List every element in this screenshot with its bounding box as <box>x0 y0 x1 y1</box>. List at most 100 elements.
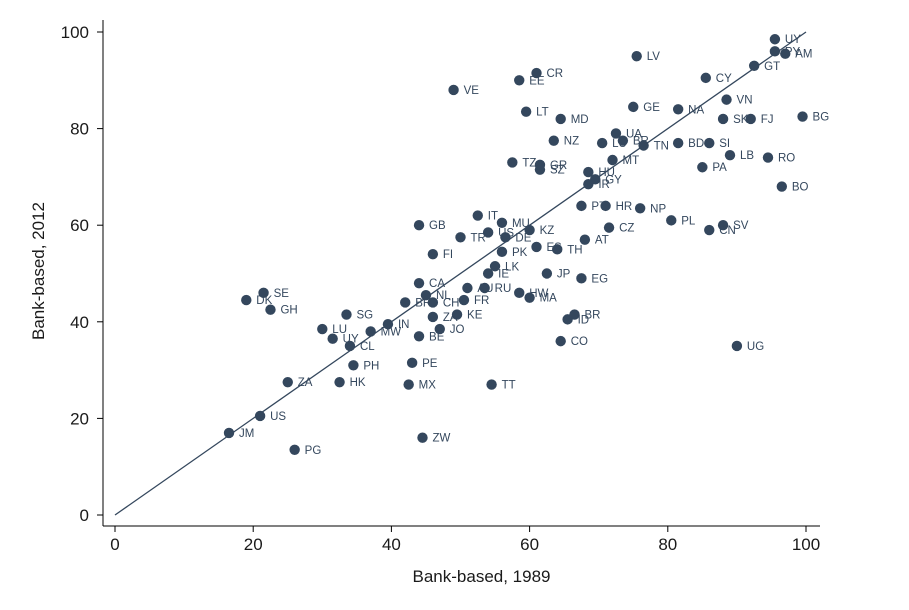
data-point <box>327 333 338 344</box>
point-label: SK <box>733 114 749 126</box>
data-point <box>583 166 594 178</box>
data-point <box>717 220 729 231</box>
point-label: LV <box>647 51 661 63</box>
point-label: SZ <box>550 165 565 177</box>
data-point <box>282 376 293 388</box>
data-point <box>634 203 646 214</box>
data-point <box>420 290 432 301</box>
data-point <box>600 200 611 212</box>
x-tick-label: 100 <box>792 535 820 554</box>
data-point <box>223 427 235 439</box>
data-point <box>448 84 459 96</box>
data-point <box>427 248 439 260</box>
point-label: CZ <box>619 223 634 235</box>
point-label: UY <box>785 34 801 46</box>
data-point <box>531 67 542 79</box>
point-label: BR <box>585 310 601 322</box>
x-tick-label: 0 <box>110 535 119 554</box>
point-label: MA <box>540 293 558 305</box>
data-point <box>780 48 791 59</box>
point-label: BO <box>792 182 809 194</box>
data-point <box>583 178 594 190</box>
data-point <box>762 152 774 163</box>
scatter-points: UYPYAMGTLVCREEVECYVNGENALTMDSKFJBGUANZLU… <box>223 34 829 457</box>
data-point <box>406 357 418 369</box>
point-label: IR <box>598 179 610 191</box>
point-label: LU <box>332 324 347 336</box>
point-label: CA <box>429 278 445 290</box>
point-label: FR <box>474 295 489 307</box>
point-label: IE <box>498 269 509 281</box>
point-label: TH <box>567 244 582 256</box>
data-point <box>482 268 494 279</box>
point-label: SE <box>274 288 290 300</box>
data-point <box>541 268 553 279</box>
point-label: JP <box>557 269 571 281</box>
data-point <box>254 410 266 422</box>
data-point <box>479 282 490 294</box>
point-label: EG <box>591 273 608 285</box>
data-point <box>776 181 788 192</box>
data-point <box>555 335 566 347</box>
data-point <box>534 164 546 175</box>
point-label: PH <box>363 360 379 372</box>
data-point <box>462 282 473 294</box>
y-tick-label: 20 <box>70 409 89 428</box>
data-point <box>520 106 532 117</box>
data-point <box>413 277 425 289</box>
point-label: NP <box>650 203 666 215</box>
point-label: DE <box>515 232 531 244</box>
data-point <box>596 137 608 149</box>
point-label: CR <box>547 68 564 80</box>
point-label: LB <box>740 150 754 162</box>
data-point <box>524 292 535 303</box>
point-label: JO <box>450 324 465 336</box>
point-label: MU <box>512 218 530 230</box>
data-point <box>628 101 639 113</box>
data-point <box>717 113 729 125</box>
data-point <box>289 444 300 455</box>
data-point <box>576 200 587 212</box>
data-point <box>348 360 359 371</box>
y-axis-title: Bank-based, 2012 <box>29 202 48 340</box>
point-label: UG <box>747 341 764 353</box>
data-point <box>455 232 466 243</box>
point-label: HR <box>616 201 633 213</box>
data-point <box>697 162 708 173</box>
data-point <box>500 232 511 243</box>
data-point <box>748 60 760 72</box>
y-tick-label: 60 <box>70 216 89 235</box>
point-label: TT <box>502 380 516 392</box>
point-label: GR <box>550 160 567 172</box>
point-label: NL <box>436 290 451 302</box>
data-point <box>427 311 439 323</box>
point-label: NZ <box>564 136 579 148</box>
point-label: GY <box>605 174 622 186</box>
data-point <box>258 287 269 299</box>
data-point <box>496 246 508 257</box>
point-label: SV <box>733 220 749 232</box>
point-label: DK <box>256 295 272 307</box>
point-label: HU <box>598 167 615 179</box>
data-point <box>769 34 781 45</box>
point-label: KE <box>467 310 483 322</box>
data-point <box>569 309 580 320</box>
x-axis-ticks: 0 20 40 60 80 100 <box>110 526 820 554</box>
point-label: IN <box>398 319 410 331</box>
data-point <box>617 135 629 146</box>
point-label: CY <box>716 73 732 85</box>
point-label: AM <box>795 49 812 61</box>
data-point <box>603 222 615 233</box>
data-point <box>745 113 756 125</box>
point-label: TZ <box>522 157 536 169</box>
x-tick-label: 40 <box>382 535 401 554</box>
data-point <box>610 128 622 139</box>
x-axis-title: Bank-based, 1989 <box>413 567 551 586</box>
data-point <box>434 323 445 335</box>
data-point <box>382 319 394 330</box>
data-point <box>524 224 535 236</box>
y-tick-label: 80 <box>70 120 89 139</box>
point-label: BE <box>429 331 445 343</box>
point-label: GT <box>764 61 780 73</box>
point-label: VN <box>737 95 753 107</box>
